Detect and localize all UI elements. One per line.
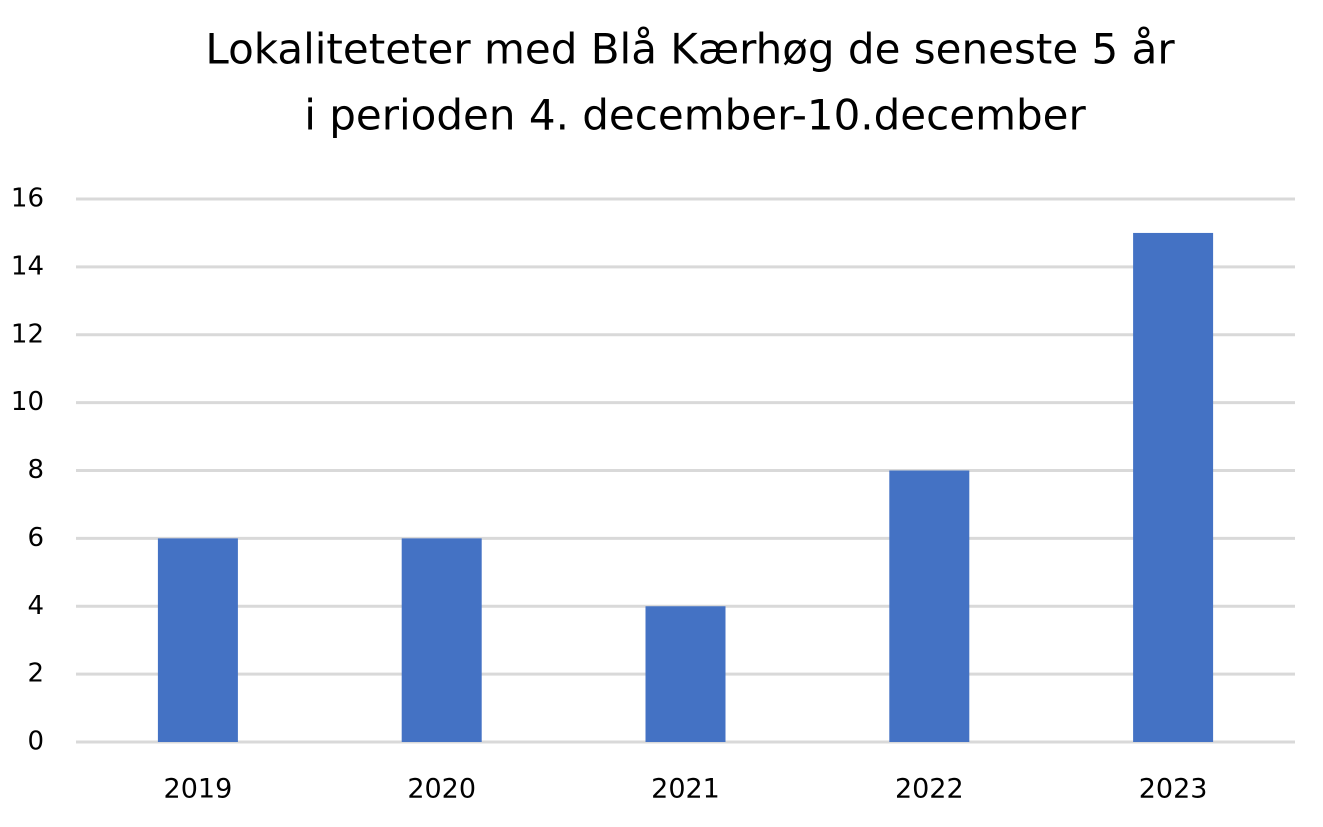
y-tick-label: 8 — [27, 455, 44, 485]
y-tick-label: 4 — [27, 591, 44, 621]
bar — [889, 470, 970, 742]
bar — [157, 538, 238, 742]
y-tick-label: 0 — [27, 727, 44, 757]
y-tick-label: 10 — [11, 387, 44, 417]
chart-title: Lokaliteteter med Blå Kærhøg de seneste … — [205, 25, 1175, 74]
y-tick-label: 6 — [27, 523, 44, 553]
x-tick-label: 2020 — [407, 774, 476, 805]
y-tick-label: 14 — [11, 251, 44, 281]
y-tick-label: 16 — [11, 184, 44, 214]
x-tick-label: 2022 — [895, 774, 964, 805]
chart-title: i perioden 4. december-10.december — [304, 91, 1086, 140]
y-tick-label: 2 — [27, 659, 44, 689]
x-tick-label: 2019 — [164, 774, 233, 805]
bar — [645, 606, 726, 742]
bar — [401, 538, 482, 742]
bar — [1133, 232, 1214, 742]
x-tick-label: 2023 — [1139, 774, 1208, 805]
y-tick-label: 12 — [11, 319, 44, 349]
x-tick-label: 2021 — [651, 774, 720, 805]
